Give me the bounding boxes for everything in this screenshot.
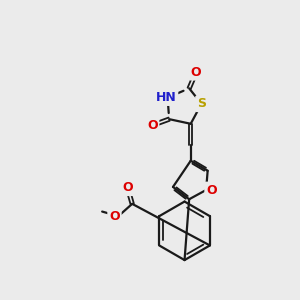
Text: O: O	[191, 66, 201, 79]
Text: O: O	[109, 210, 120, 223]
Text: O: O	[206, 184, 217, 196]
Text: O: O	[122, 181, 133, 194]
Text: HN: HN	[156, 91, 176, 104]
Text: O: O	[147, 119, 158, 132]
Text: S: S	[197, 97, 206, 110]
